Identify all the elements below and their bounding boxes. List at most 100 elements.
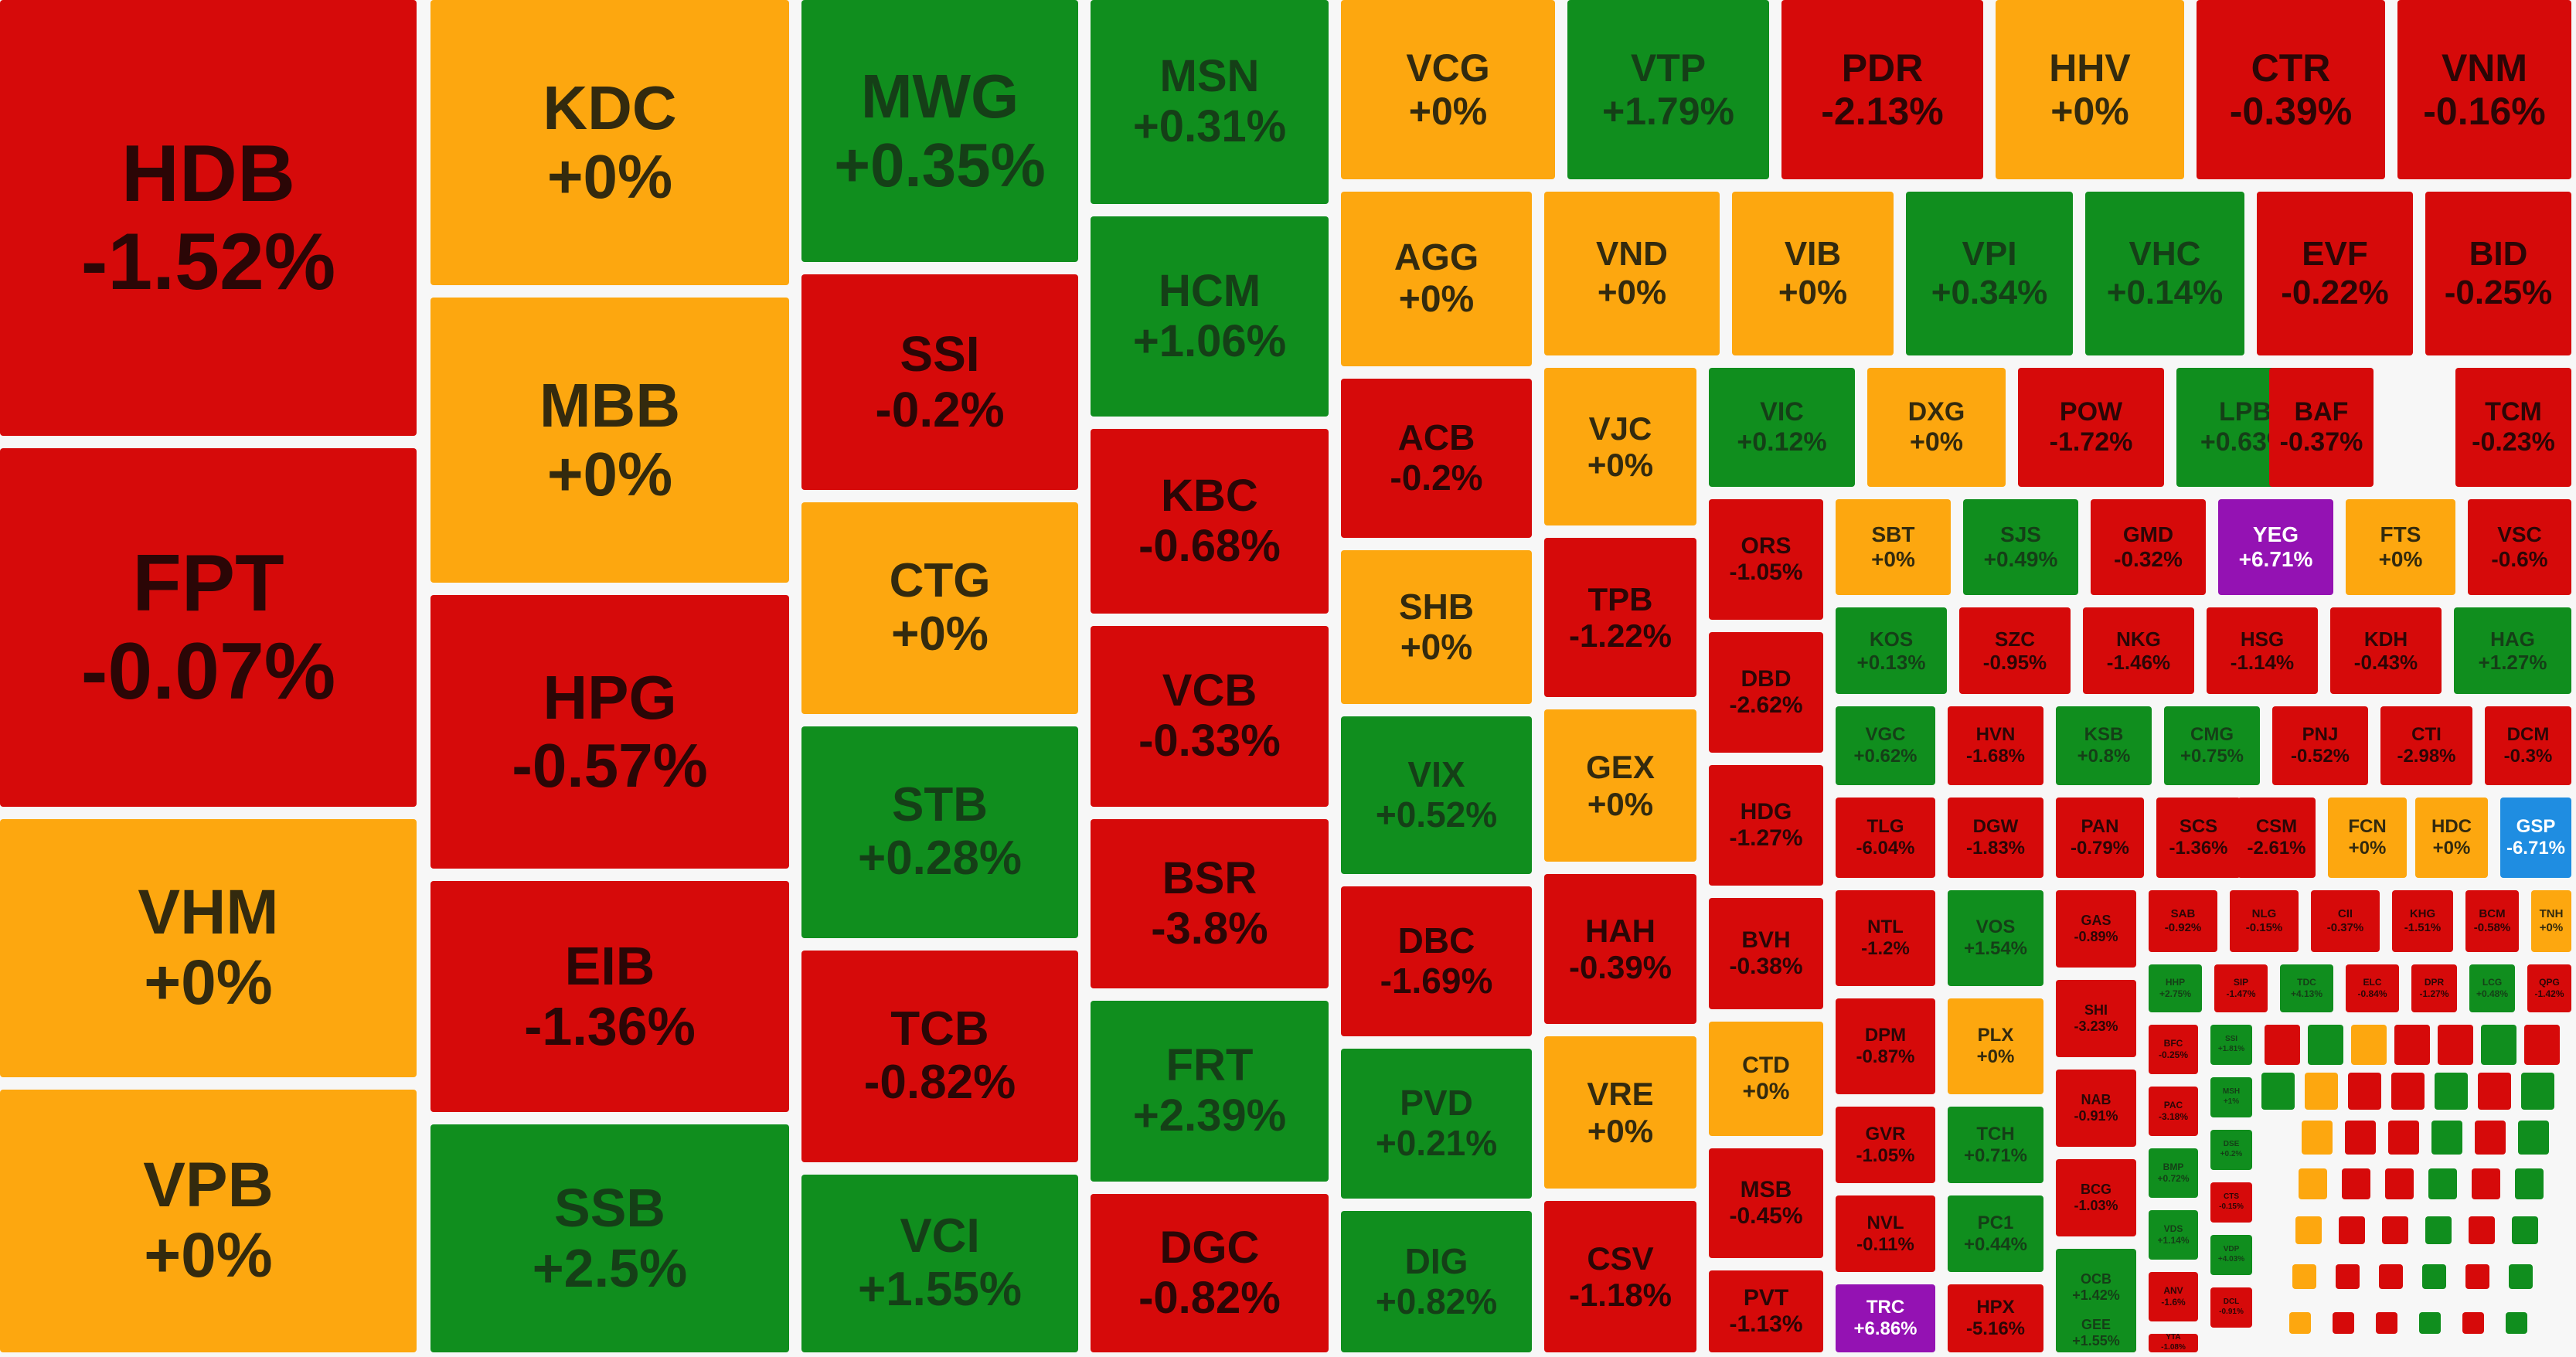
stock-tile-vre[interactable]: VRE +0% xyxy=(1544,1036,1696,1189)
stock-tile-vix[interactable]: VIX +0.52% xyxy=(1341,716,1532,874)
stock-tile-sjs[interactable]: SJS +0.49% xyxy=(1963,499,2078,595)
stock-tile-msh[interactable]: MSH +1% xyxy=(2210,1077,2252,1117)
stock-tile-acb[interactable]: ACB -0.2% xyxy=(1341,379,1532,538)
stock-tile-yeg[interactable]: YEG +6.71% xyxy=(2218,499,2333,595)
stock-tile-small[interactable] xyxy=(2481,1025,2516,1065)
stock-tile-small[interactable] xyxy=(2394,1025,2430,1065)
stock-tile-small[interactable] xyxy=(2438,1025,2473,1065)
stock-tile-small[interactable] xyxy=(2431,1121,2462,1155)
stock-tile-small[interactable] xyxy=(2305,1073,2338,1110)
stock-tile-small[interactable] xyxy=(2376,1312,2397,1334)
stock-tile-hhp[interactable]: HHP +2.75% xyxy=(2149,964,2202,1012)
stock-tile-small[interactable] xyxy=(2265,1025,2300,1065)
stock-tile-pan[interactable]: PAN -0.79% xyxy=(2056,798,2144,878)
stock-tile-nlg[interactable]: NLG -0.15% xyxy=(2230,890,2299,952)
stock-tile-gsp[interactable]: GSP -6.71% xyxy=(2500,798,2571,878)
stock-tile-tpb[interactable]: TPB -1.22% xyxy=(1544,538,1696,697)
stock-tile-lcg[interactable]: LCG +0.48% xyxy=(2469,964,2515,1012)
stock-tile-small[interactable] xyxy=(2302,1121,2333,1155)
stock-tile-gmd[interactable]: GMD -0.32% xyxy=(2091,499,2206,595)
stock-tile-dpm[interactable]: DPM -0.87% xyxy=(1836,998,1935,1094)
stock-tile-scs[interactable]: SCS -1.36% xyxy=(2156,798,2241,878)
stock-tile-vds[interactable]: VDS +1.14% xyxy=(2149,1210,2198,1260)
stock-tile-pac[interactable]: PAC -3.18% xyxy=(2149,1087,2198,1136)
stock-tile-small[interactable] xyxy=(2425,1216,2452,1244)
stock-tile-bvh[interactable]: BVH -0.38% xyxy=(1709,898,1823,1009)
stock-tile-cmg[interactable]: CMG +0.75% xyxy=(2164,706,2260,785)
stock-tile-tdc[interactable]: TDC +4.13% xyxy=(2280,964,2333,1012)
stock-tile-vcb[interactable]: VCB -0.33% xyxy=(1091,626,1329,807)
stock-tile-cii[interactable]: CII -0.37% xyxy=(2311,890,2380,952)
stock-tile-sab[interactable]: SAB -0.92% xyxy=(2149,890,2217,952)
stock-tile-small[interactable] xyxy=(2382,1216,2408,1244)
stock-tile-baf[interactable]: BAF -0.37% xyxy=(2269,368,2374,487)
stock-tile-small[interactable] xyxy=(2478,1073,2511,1110)
stock-tile-small[interactable] xyxy=(2385,1168,2414,1199)
stock-tile-dgw[interactable]: DGW -1.83% xyxy=(1948,798,2043,878)
stock-tile-vnm[interactable]: VNM -0.16% xyxy=(2397,0,2571,179)
stock-tile-pdr[interactable]: PDR -2.13% xyxy=(1781,0,1983,179)
stock-tile-vpi[interactable]: VPI +0.34% xyxy=(1906,192,2073,355)
stock-tile-small[interactable] xyxy=(2342,1168,2370,1199)
stock-tile-mbb[interactable]: MBB +0% xyxy=(430,298,789,583)
stock-tile-kos[interactable]: KOS +0.13% xyxy=(1836,607,1947,694)
stock-tile-pnj[interactable]: PNJ -0.52% xyxy=(2272,706,2368,785)
stock-tile-csm[interactable]: CSM -2.61% xyxy=(2237,798,2316,878)
stock-tile-bcg[interactable]: BCG -1.03% xyxy=(2056,1159,2136,1236)
stock-tile-fpt[interactable]: FPT -0.07% xyxy=(0,448,417,807)
stock-tile-hag[interactable]: HAG +1.27% xyxy=(2454,607,2571,694)
stock-tile-small[interactable] xyxy=(2521,1073,2554,1110)
stock-tile-vtp[interactable]: VTP +1.79% xyxy=(1567,0,1769,179)
stock-tile-vsc[interactable]: VSC -0.6% xyxy=(2468,499,2571,595)
stock-tile-small[interactable] xyxy=(2308,1025,2343,1065)
stock-tile-small[interactable] xyxy=(2509,1264,2533,1289)
stock-tile-hdg[interactable]: HDG -1.27% xyxy=(1709,765,1823,886)
stock-tile-ssi[interactable]: SSI -0.2% xyxy=(801,274,1078,490)
stock-tile-ntl[interactable]: NTL -1.2% xyxy=(1836,890,1935,986)
stock-tile-vnd[interactable]: VND +0% xyxy=(1544,192,1720,355)
stock-tile-yta[interactable]: YTA -1.08% xyxy=(2149,1334,2198,1352)
stock-tile-eib[interactable]: EIB -1.36% xyxy=(430,881,789,1112)
stock-tile-plx[interactable]: PLX +0% xyxy=(1948,998,2043,1094)
stock-tile-trc[interactable]: TRC +6.86% xyxy=(1836,1284,1935,1352)
stock-tile-small[interactable] xyxy=(2475,1121,2506,1155)
stock-tile-vcg[interactable]: VCG +0% xyxy=(1341,0,1555,179)
stock-tile-fcn[interactable]: FCN +0% xyxy=(2328,798,2407,878)
stock-tile-gex[interactable]: GEX +0% xyxy=(1544,709,1696,862)
stock-tile-dcm[interactable]: DCM -0.3% xyxy=(2485,706,2571,785)
stock-tile-stb[interactable]: STB +0.28% xyxy=(801,726,1078,938)
stock-tile-hdb[interactable]: HDB -1.52% xyxy=(0,0,417,436)
stock-tile-small[interactable] xyxy=(2506,1312,2527,1334)
stock-tile-nab[interactable]: NAB -0.91% xyxy=(2056,1070,2136,1147)
stock-tile-agg[interactable]: AGG +0% xyxy=(1341,192,1532,366)
stock-tile-mwg[interactable]: MWG +0.35% xyxy=(801,0,1078,262)
stock-tile-ctd[interactable]: CTD +0% xyxy=(1709,1022,1823,1136)
stock-tile-ors[interactable]: ORS -1.05% xyxy=(1709,499,1823,620)
stock-tile-tcm[interactable]: TCM -0.23% xyxy=(2455,368,2571,487)
stock-tile-small[interactable] xyxy=(2422,1264,2446,1289)
stock-tile-tch[interactable]: TCH +0.71% xyxy=(1948,1107,2043,1183)
stock-tile-hah[interactable]: HAH -0.39% xyxy=(1544,874,1696,1024)
stock-tile-bsr[interactable]: BSR -3.8% xyxy=(1091,819,1329,988)
stock-tile-small[interactable] xyxy=(2388,1121,2419,1155)
stock-tile-small[interactable] xyxy=(2512,1216,2538,1244)
stock-tile-tcb[interactable]: TCB -0.82% xyxy=(801,951,1078,1162)
stock-tile-small[interactable] xyxy=(2261,1073,2295,1110)
stock-tile-small[interactable] xyxy=(2333,1312,2354,1334)
stock-tile-small[interactable] xyxy=(2289,1312,2311,1334)
stock-tile-vhm[interactable]: VHM +0% xyxy=(0,819,417,1077)
stock-tile-bcm[interactable]: BCM -0.58% xyxy=(2465,890,2519,952)
stock-tile-hvn[interactable]: HVN -1.68% xyxy=(1948,706,2043,785)
stock-tile-ocb[interactable]: OCB +1.42% xyxy=(2056,1249,2136,1326)
stock-tile-vos[interactable]: VOS +1.54% xyxy=(1948,890,2043,986)
stock-tile-small[interactable] xyxy=(2419,1312,2441,1334)
stock-tile-shb[interactable]: SHB +0% xyxy=(1341,550,1532,704)
stock-tile-hsg[interactable]: HSG -1.14% xyxy=(2207,607,2318,694)
stock-tile-nkg[interactable]: NKG -1.46% xyxy=(2083,607,2194,694)
stock-tile-small[interactable] xyxy=(2518,1121,2549,1155)
stock-tile-vpb[interactable]: VPB +0% xyxy=(0,1090,417,1352)
stock-tile-dcl[interactable]: DCL -0.91% xyxy=(2210,1287,2252,1328)
stock-tile-bid[interactable]: BID -0.25% xyxy=(2425,192,2571,355)
stock-tile-small[interactable] xyxy=(2465,1264,2489,1289)
stock-tile-vhc[interactable]: VHC +0.14% xyxy=(2085,192,2244,355)
